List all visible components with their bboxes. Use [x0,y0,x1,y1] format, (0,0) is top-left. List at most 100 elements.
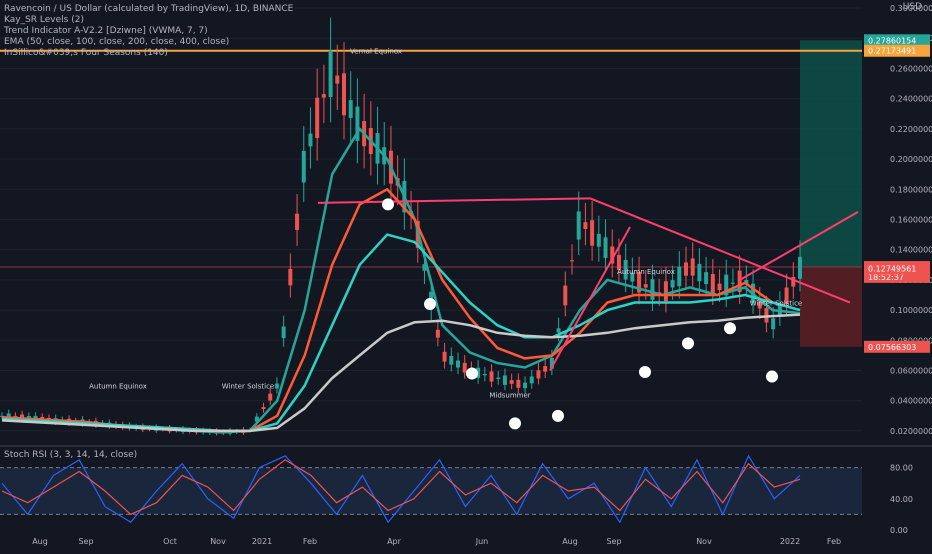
candle-body [556,328,561,333]
rsi-tick-label: 80.00 [890,464,913,473]
candle-body [456,360,460,368]
candle-body [13,415,18,418]
candle-body [301,150,306,183]
season-marker [639,366,651,379]
candle-body [321,94,326,98]
y-tick-label: 0.02000000 [890,427,932,436]
candle-body [529,376,534,384]
candle-body [328,50,333,97]
candle-body [630,272,635,282]
x-tick-label: Jun [475,537,489,546]
candle-body [274,383,279,389]
candle-body [549,357,554,369]
trend-line-breakout [739,211,859,281]
price-label: 18:52:37 [868,273,904,282]
candle-body [281,326,286,339]
candle-body [348,100,353,118]
candle-body [610,246,615,264]
x-tick-label: 2022 [780,537,800,546]
price-label-bg [864,262,930,275]
rsi-tick-label: 0.00 [890,526,908,535]
season-annotation: Midsummer [489,392,530,400]
candle-body [355,106,360,141]
candle-body [523,382,528,389]
candle-body [0,415,4,417]
legend-ema: EMA (50, close, 100, close, 200, close, … [4,37,230,47]
season-marker [424,298,436,311]
legend-trend-indicator: Trend Indicator A-V2.2 [Dziwne] (VWMA, 7… [4,26,208,36]
season-marker [552,409,564,422]
price-label: 0.07566303 [868,343,916,352]
x-tick-label: 2021 [252,537,272,546]
x-tick-label: Aug [562,537,578,546]
candle-body [563,285,568,306]
candle-body [663,281,668,302]
candle-body [308,133,313,147]
candle-body [288,268,293,286]
x-tick-label: Nov [696,537,712,546]
stop-zone [800,267,862,347]
candle-body [261,407,266,410]
candle-body [643,284,648,288]
price-label-bg [864,340,930,353]
rsi-d-line [1,459,801,516]
x-tick-label: Apr [387,537,402,546]
candle-body [489,371,494,382]
legend-four-seasons: InSillico&#039;s Four Seasons (140) [4,48,168,58]
candle-body [744,279,749,285]
ema400-line [1,313,801,433]
candle-body [637,271,642,293]
candle-body [791,276,796,287]
candle-body [603,237,608,258]
season-marker [382,198,394,211]
candle-body [6,413,11,419]
season-marker [724,322,736,335]
candle-body [295,213,300,230]
legend-title: Ravencoin / US Dollar (calculated by Tra… [4,4,294,14]
ema200-line [1,233,801,433]
candle-body [623,259,628,280]
candle-body [737,270,742,293]
candle-body [482,374,487,376]
x-tick-label: Oct [163,537,177,546]
trend-line-top [317,197,591,204]
candle-body [684,262,688,276]
candle-body [670,280,675,288]
candle-body [268,393,273,401]
candle-body [536,370,541,379]
x-tick-label: Aug [32,537,48,546]
season-marker [466,367,478,380]
candle-body [677,266,682,287]
trend-line-rising [549,226,631,372]
price-label-bg [864,34,930,47]
candle-body [717,283,722,291]
price-label: 0.27173491 [868,47,916,56]
season-annotation: Autumn Equinox [89,383,147,391]
legend-kay-sr: Kay_SR Levels (2) [4,15,84,25]
x-tick-label: Feb [827,537,841,546]
candle-body [342,73,346,116]
candle-body [771,318,776,330]
season-annotation: Winter Solstice [222,383,274,391]
candle-body [710,274,715,294]
season-annotation: Vernal Equinox [350,47,402,55]
rsi-k-line [1,454,801,524]
candle-body [650,279,655,300]
candle-body [724,274,729,296]
trend-line-descending [589,197,851,304]
candle-body [449,356,454,365]
candle-body [583,222,588,229]
rsi-tick-label: 40.00 [890,495,913,504]
candle-body [690,258,695,276]
x-tick-label: Sep [606,537,621,546]
candle-body [798,256,802,279]
